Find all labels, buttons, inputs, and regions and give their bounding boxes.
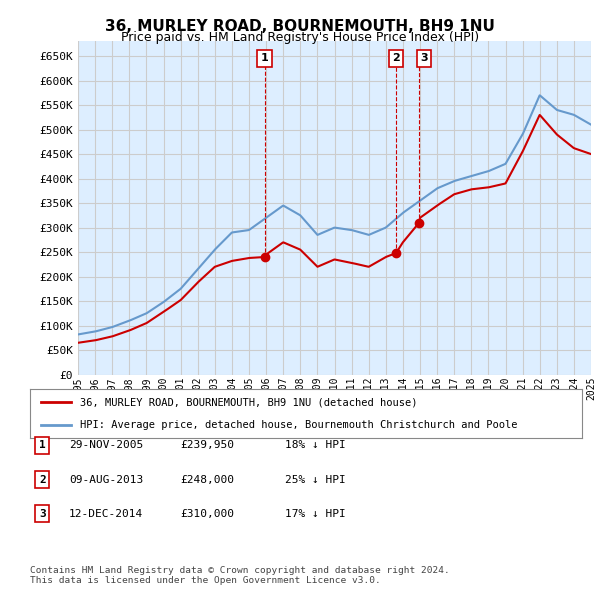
Text: 1: 1: [260, 54, 268, 64]
Text: £248,000: £248,000: [180, 475, 234, 484]
Text: 09-AUG-2013: 09-AUG-2013: [69, 475, 143, 484]
Text: 1: 1: [39, 441, 46, 450]
Text: Contains HM Land Registry data © Crown copyright and database right 2024.: Contains HM Land Registry data © Crown c…: [30, 566, 450, 575]
Text: 2: 2: [392, 54, 400, 64]
Text: 2: 2: [39, 475, 46, 484]
Text: This data is licensed under the Open Government Licence v3.0.: This data is licensed under the Open Gov…: [30, 576, 381, 585]
Text: 3: 3: [421, 54, 428, 64]
Text: 17% ↓ HPI: 17% ↓ HPI: [285, 509, 346, 519]
Text: 3: 3: [39, 509, 46, 519]
Text: £239,950: £239,950: [180, 441, 234, 450]
Text: Price paid vs. HM Land Registry's House Price Index (HPI): Price paid vs. HM Land Registry's House …: [121, 31, 479, 44]
Text: £310,000: £310,000: [180, 509, 234, 519]
Text: 36, MURLEY ROAD, BOURNEMOUTH, BH9 1NU: 36, MURLEY ROAD, BOURNEMOUTH, BH9 1NU: [105, 19, 495, 34]
Text: HPI: Average price, detached house, Bournemouth Christchurch and Poole: HPI: Average price, detached house, Bour…: [80, 419, 517, 430]
Text: 18% ↓ HPI: 18% ↓ HPI: [285, 441, 346, 450]
Text: 29-NOV-2005: 29-NOV-2005: [69, 441, 143, 450]
Text: 36, MURLEY ROAD, BOURNEMOUTH, BH9 1NU (detached house): 36, MURLEY ROAD, BOURNEMOUTH, BH9 1NU (d…: [80, 398, 417, 408]
Text: 25% ↓ HPI: 25% ↓ HPI: [285, 475, 346, 484]
Text: 12-DEC-2014: 12-DEC-2014: [69, 509, 143, 519]
